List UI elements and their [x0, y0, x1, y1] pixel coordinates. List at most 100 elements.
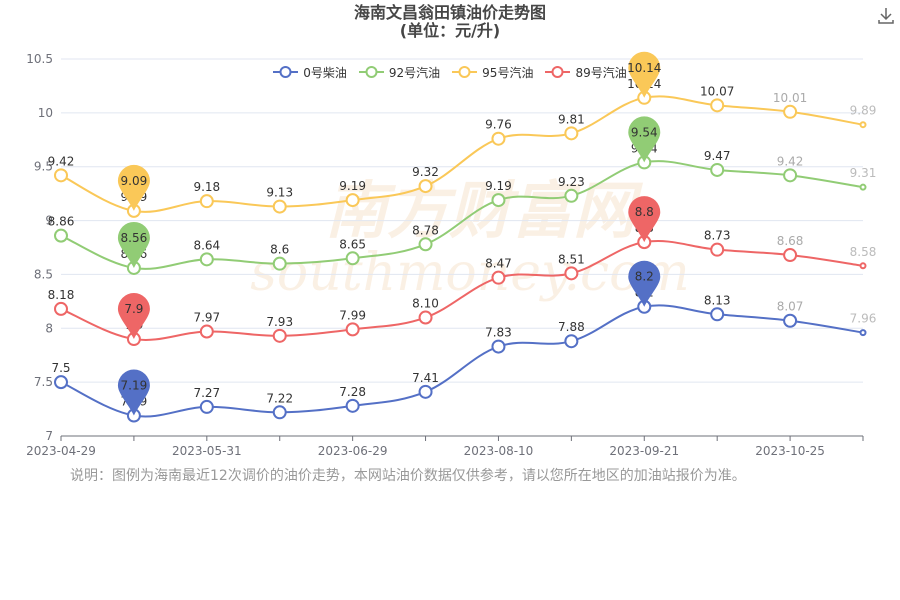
- marker-pin: [117, 164, 150, 211]
- data-label: 8.07: [777, 300, 804, 314]
- marker-pin-label: 7.9: [124, 302, 143, 316]
- data-label: 8.65: [339, 237, 366, 251]
- max-marker: 8.8: [628, 196, 661, 243]
- data-point: [564, 266, 579, 281]
- data-label: 9.76: [485, 118, 512, 132]
- data-point: [418, 237, 433, 252]
- data-point: [418, 384, 433, 399]
- data-label: 8.73: [704, 229, 731, 243]
- data-point: [783, 104, 798, 119]
- data-point: [54, 228, 68, 243]
- data-label: 7.5: [51, 361, 70, 375]
- data-label: 9.42: [48, 154, 75, 168]
- max-marker: 9.54: [628, 116, 661, 163]
- data-label: 7.41: [412, 371, 439, 385]
- data-point: [199, 399, 214, 414]
- marker-pin-label: 9.54: [631, 125, 658, 139]
- data-point: [199, 324, 214, 339]
- data-label: 8.10: [412, 297, 439, 311]
- legend-marker-icon: [545, 66, 571, 78]
- x-tick-label: 2023-06-29: [318, 444, 388, 458]
- marker-pin: [117, 293, 150, 340]
- series-line: [60, 304, 864, 418]
- y-tick-label: 10: [38, 106, 53, 120]
- series-0: 7.57.197.277.227.287.417.837.888.28.138.…: [51, 286, 877, 423]
- data-label: 10.07: [700, 84, 734, 98]
- data-point: [272, 256, 287, 271]
- data-label: 7.96: [850, 312, 877, 326]
- x-tick-label: 2023-10-25: [755, 444, 825, 458]
- data-point: [199, 194, 214, 209]
- watermark-en: southmoney.com: [250, 243, 690, 303]
- data-point: [710, 162, 725, 177]
- y-tick-label: 7: [45, 429, 53, 443]
- data-point: [54, 168, 68, 183]
- data-point: [54, 301, 68, 316]
- data-point: [564, 334, 579, 349]
- data-point: [272, 328, 287, 343]
- data-point: [859, 262, 867, 270]
- data-label: 9.23: [558, 175, 585, 189]
- min-marker: 9.09: [117, 164, 150, 211]
- marker-pin-label: 8.8: [635, 205, 654, 219]
- y-tick-label: 9: [45, 214, 53, 228]
- x-tick-label: 2023-08-10: [464, 444, 534, 458]
- data-label: 9.47: [704, 149, 731, 163]
- marker-pin: [628, 196, 661, 243]
- data-label: 8.51: [558, 252, 585, 266]
- data-label: 8.47: [485, 257, 512, 271]
- data-label: 8.64: [193, 238, 220, 252]
- data-point: [54, 375, 68, 390]
- legend-item[interactable]: 92号汽油: [358, 62, 440, 82]
- data-label: 9.42: [777, 154, 804, 168]
- min-marker: 7.9: [117, 293, 150, 340]
- data-point: [564, 188, 579, 203]
- data-label: 8.86: [48, 215, 75, 229]
- data-point: [272, 199, 287, 214]
- data-label: 9.31: [850, 166, 877, 180]
- data-point: [199, 252, 214, 267]
- legend-item[interactable]: 0号柴油: [273, 62, 347, 82]
- data-label: 8.58: [850, 245, 877, 259]
- y-tick-label: 8.5: [34, 267, 53, 281]
- data-label: 7.97: [193, 311, 220, 325]
- data-point: [783, 313, 798, 328]
- data-point: [491, 131, 506, 146]
- marker-pin-label: 9.09: [121, 174, 148, 188]
- legend-item[interactable]: 89号汽油: [545, 62, 627, 82]
- marker-pin-label: 10.14: [627, 61, 661, 75]
- data-point: [564, 126, 579, 141]
- legend-item[interactable]: 95号汽油: [452, 62, 533, 82]
- data-point: [345, 251, 360, 266]
- marker-pin: [117, 221, 150, 268]
- data-label: 9.19: [485, 179, 512, 193]
- data-label: 8.18: [48, 288, 75, 302]
- y-tick-label: 10.5: [26, 52, 53, 66]
- legend-label: 89号汽油: [575, 65, 627, 80]
- marker-pin: [117, 369, 150, 416]
- y-tick-label: 8: [45, 321, 53, 335]
- max-marker: 8.2: [628, 260, 661, 307]
- data-point: [710, 307, 725, 322]
- data-label: 9.81: [558, 112, 585, 126]
- data-label: 9.18: [193, 180, 220, 194]
- data-label: 8.78: [412, 223, 439, 237]
- marker-pin-label: 8.56: [121, 231, 148, 245]
- data-label: 9.32: [412, 165, 439, 179]
- legend-marker-icon: [358, 66, 384, 78]
- x-tick-label: 2023-05-31: [172, 444, 242, 458]
- data-point: [710, 242, 725, 257]
- data-label: 7.28: [339, 385, 366, 399]
- x-tick-label: 2023-04-29: [26, 444, 96, 458]
- y-tick-label: 7.5: [34, 375, 53, 389]
- data-point: [345, 193, 360, 208]
- chart-legend: 0号柴油 92号汽油 95号汽油 89号汽油: [0, 62, 900, 82]
- data-label: 9.13: [266, 186, 293, 200]
- legend-label: 95号汽油: [482, 65, 534, 80]
- data-point: [491, 339, 506, 354]
- data-label: 7.88: [558, 320, 585, 334]
- watermark-cn: 南方财富网: [325, 174, 644, 247]
- download-icon[interactable]: [876, 6, 896, 26]
